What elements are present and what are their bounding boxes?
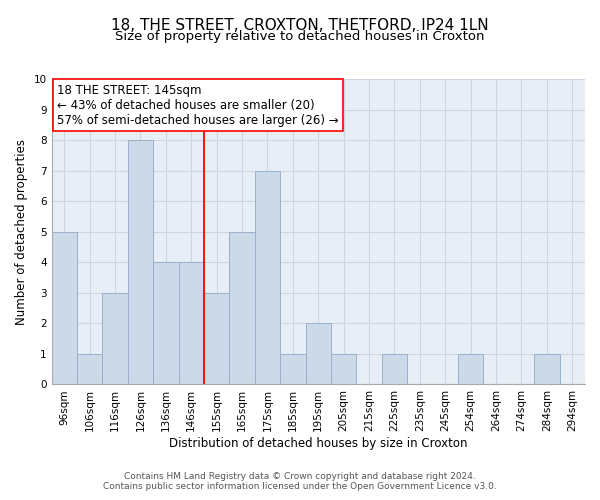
Bar (255, 170, 280, 384)
Text: Size of property relative to detached houses in Croxton: Size of property relative to detached ho… (115, 30, 485, 43)
Bar (204, 293, 229, 384)
Bar (77, 354, 103, 384)
Bar (229, 232, 255, 384)
Bar (382, 354, 407, 384)
Y-axis label: Number of detached properties: Number of detached properties (15, 138, 28, 324)
Bar (331, 354, 356, 384)
Bar (153, 262, 179, 384)
Bar (52, 232, 77, 384)
Bar (179, 262, 204, 384)
Bar (103, 293, 128, 384)
Text: 18 THE STREET: 145sqm
← 43% of detached houses are smaller (20)
57% of semi-deta: 18 THE STREET: 145sqm ← 43% of detached … (57, 84, 338, 126)
Text: 18, THE STREET, CROXTON, THETFORD, IP24 1LN: 18, THE STREET, CROXTON, THETFORD, IP24 … (111, 18, 489, 32)
Text: Contains public sector information licensed under the Open Government Licence v3: Contains public sector information licen… (103, 482, 497, 491)
Bar (128, 140, 153, 384)
Bar (534, 354, 560, 384)
Text: Contains HM Land Registry data © Crown copyright and database right 2024.: Contains HM Land Registry data © Crown c… (124, 472, 476, 481)
X-axis label: Distribution of detached houses by size in Croxton: Distribution of detached houses by size … (169, 437, 467, 450)
Bar (305, 324, 331, 384)
Bar (280, 354, 305, 384)
Bar (458, 354, 484, 384)
